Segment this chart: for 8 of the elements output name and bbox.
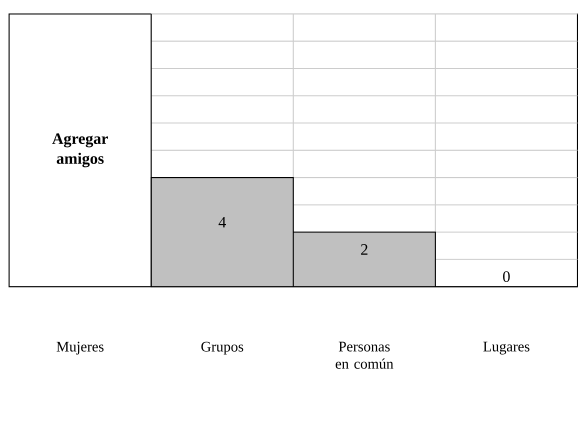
data-label: 4 xyxy=(218,216,226,228)
x-tick-label: Grupos xyxy=(201,342,244,355)
x-tick-label: Mujeres xyxy=(56,342,104,355)
data-label: 2 xyxy=(361,244,368,255)
data-label: 0 xyxy=(503,271,510,282)
x-tick-label: Lugares xyxy=(483,342,530,354)
x-tick-label: Personas en común xyxy=(336,342,394,369)
text: Agregar amigos xyxy=(52,133,108,168)
